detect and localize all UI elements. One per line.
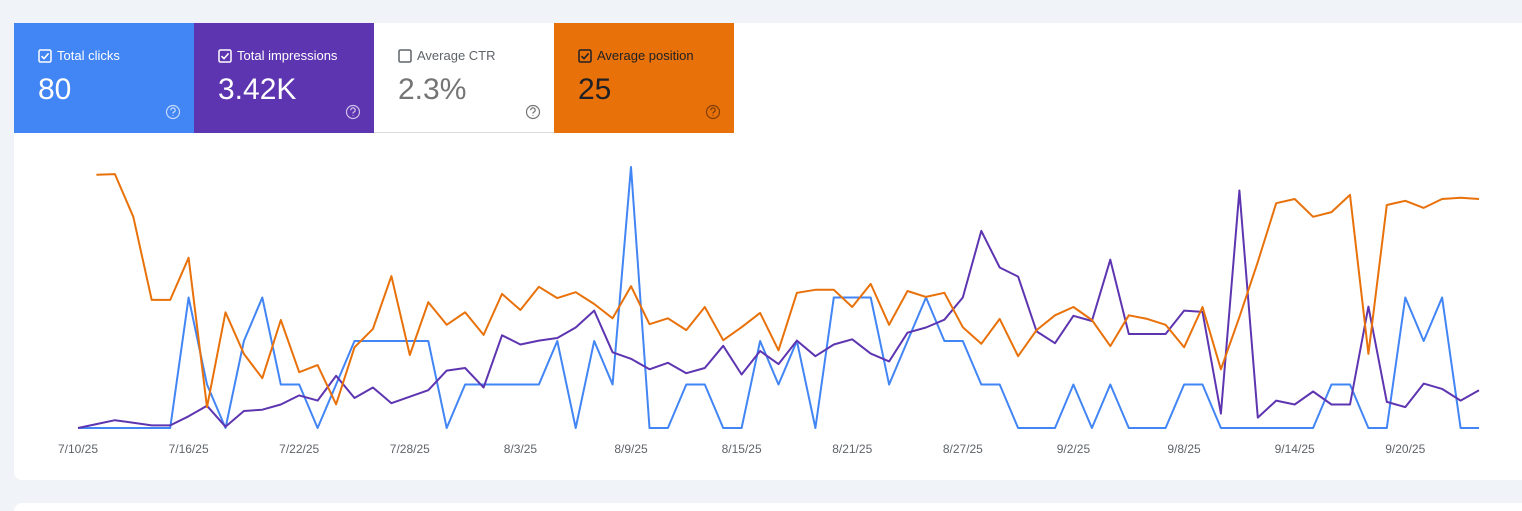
- metric-label: Total clicks: [57, 48, 120, 63]
- help-mark: [350, 107, 356, 116]
- series-line: [78, 166, 1479, 429]
- checkbox-box: [38, 49, 52, 63]
- metric-tile[interactable]: Average position 25: [554, 23, 734, 133]
- checkbox: [218, 49, 232, 63]
- x-tick-label: 7/10/25: [58, 442, 98, 456]
- x-tick-label: 8/9/25: [614, 442, 648, 456]
- metric-label: Average position: [597, 48, 694, 63]
- metric-value: 3.42K: [218, 73, 297, 106]
- checkbox-box: [578, 49, 592, 63]
- help-mark: [530, 107, 536, 116]
- help-mark: [710, 107, 716, 116]
- x-tick-label: 8/27/25: [943, 442, 983, 456]
- help-mark: [170, 107, 176, 116]
- series-line: [96, 173, 1480, 409]
- metric-tile[interactable]: Average CTR 2.3%: [374, 23, 554, 133]
- checkmark: [580, 52, 590, 60]
- help-circle: [345, 104, 361, 120]
- checkbox-box: [218, 49, 232, 63]
- checkbox: [38, 49, 52, 63]
- next-card: [14, 503, 1522, 511]
- metric-tile[interactable]: Total impressions 3.42K: [194, 23, 374, 133]
- x-tick-label: 8/3/25: [504, 442, 538, 456]
- x-tick-label: 9/8/25: [1167, 442, 1201, 456]
- x-tick-label: 7/22/25: [279, 442, 319, 456]
- x-tick-label: 9/14/25: [1275, 442, 1315, 456]
- metric-tile[interactable]: Total clicks 80: [14, 23, 194, 133]
- help-circle: [525, 104, 541, 120]
- checkbox: [578, 49, 592, 63]
- checkbox-box: [398, 49, 412, 63]
- metric-label: Average CTR: [417, 48, 496, 63]
- help-circle: [165, 104, 181, 120]
- help-icon: [705, 104, 721, 120]
- x-tick-label: 7/28/25: [390, 442, 430, 456]
- x-tick-label: 8/21/25: [832, 442, 872, 456]
- help-icon: [525, 104, 541, 120]
- x-tick-label: 9/2/25: [1057, 442, 1091, 456]
- checkmark: [40, 52, 50, 60]
- metric-value: 80: [38, 73, 72, 106]
- help-icon: [165, 104, 181, 120]
- metric-value: 25: [578, 73, 612, 106]
- help-icon: [345, 104, 361, 120]
- performance-card: Total clicks 80 Total impressions 3.42K Aver…: [14, 23, 1522, 480]
- checkmark: [220, 52, 230, 60]
- x-tick-label: 9/20/25: [1385, 442, 1425, 456]
- checkbox: [398, 49, 412, 63]
- metric-label: Total impressions: [237, 48, 338, 63]
- x-tick-label: 8/15/25: [722, 442, 762, 456]
- series-line: [77, 189, 1480, 429]
- help-circle: [705, 104, 721, 120]
- metric-value: 2.3%: [398, 73, 467, 106]
- x-tick-label: 7/16/25: [169, 442, 209, 456]
